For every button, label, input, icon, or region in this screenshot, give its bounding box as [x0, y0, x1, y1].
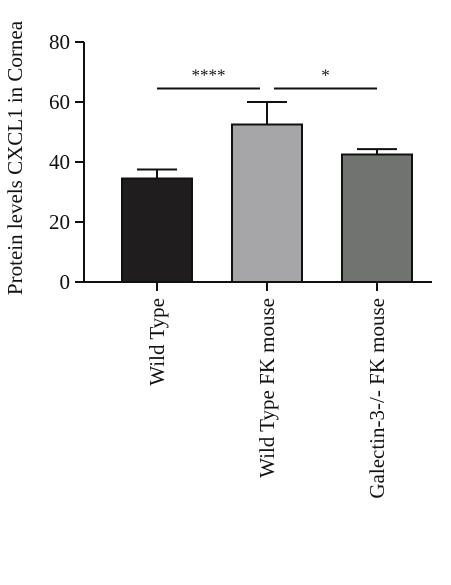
y-axis: 0 20 40 60 80	[49, 30, 85, 294]
y-tick-label: 40	[49, 150, 70, 174]
y-tick-label: 80	[49, 30, 70, 54]
significance-brackets: **** *	[157, 66, 377, 90]
y-tick-label: 60	[49, 90, 70, 114]
x-category-label: Wild Type FK mouse	[255, 298, 279, 478]
y-tick-label: 20	[49, 210, 70, 234]
error-bars	[137, 101, 397, 179]
y-axis-label: Protein levels CXCL1 in Cornea	[3, 20, 27, 295]
bar	[121, 177, 193, 283]
y-tick-label: 0	[60, 270, 71, 294]
x-axis: Wild Type Wild Type FK mouse Galectin-3-/-…	[84, 281, 432, 499]
significance-label: ****	[192, 66, 226, 85]
x-category-label: Galectin-3-/- FK mouse	[365, 298, 389, 499]
bar	[341, 153, 413, 283]
x-category-label: Wild Type	[145, 298, 169, 386]
bars	[121, 123, 413, 283]
significance-label: *	[321, 66, 330, 85]
bar	[231, 123, 303, 283]
